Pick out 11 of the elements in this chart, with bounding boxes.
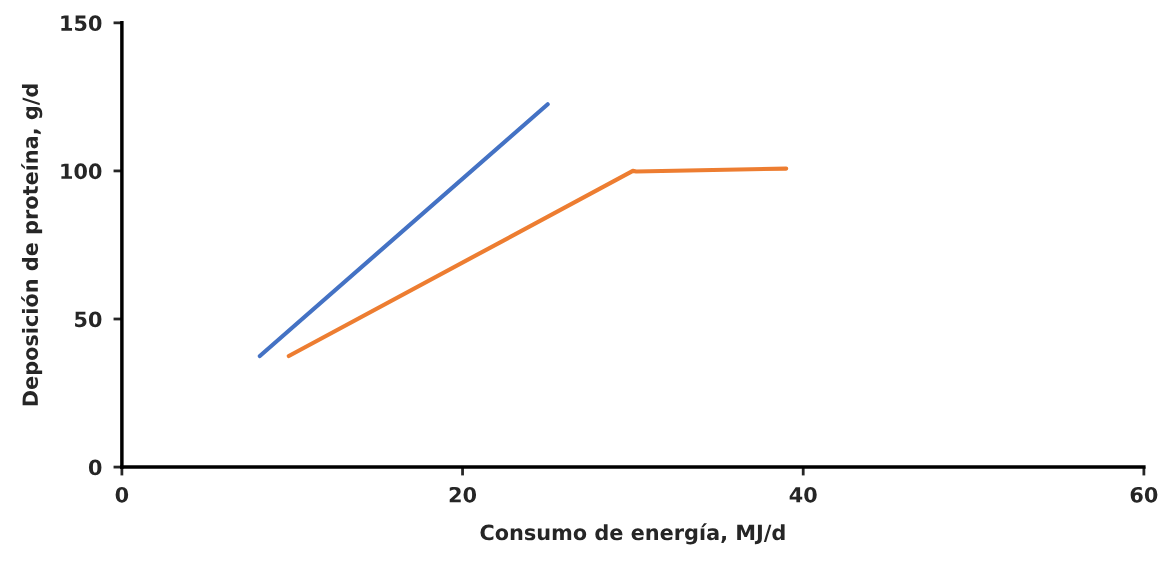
y-tick-label: 150 — [61, 15, 102, 32]
x-tick-label: 40 — [789, 486, 817, 503]
x-tick-label: 0 — [115, 486, 129, 503]
x-tick-label: 20 — [449, 486, 477, 503]
x-axis-title: Consumo de energía, MJ/d — [480, 523, 785, 545]
y-tick-label: 0 — [88, 459, 102, 476]
y-axis-title: Deposición de proteína, g/d — [21, 84, 43, 406]
x-tick-label: 60 — [1130, 486, 1158, 503]
y-tick-label: 50 — [75, 311, 102, 328]
line-series — [286, 166, 789, 359]
y-tick-label: 100 — [61, 163, 102, 180]
